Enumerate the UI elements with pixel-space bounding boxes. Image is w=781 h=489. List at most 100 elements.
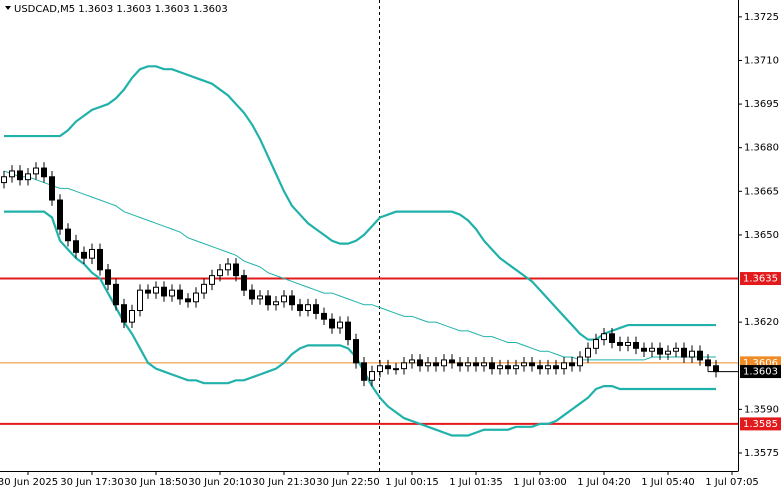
x-tick-label: 1 Jul 03:00	[513, 477, 567, 488]
candle-body	[233, 263, 239, 277]
x-tick-label: 30 Jun 2025	[0, 477, 58, 488]
y-tick-label: 1.3725	[744, 12, 779, 23]
candle-body	[425, 362, 431, 367]
candle-body	[145, 289, 151, 294]
candle-body	[569, 362, 575, 367]
candle-body	[321, 312, 327, 320]
candle-body	[241, 275, 247, 291]
candle-body	[97, 248, 103, 271]
candle-body	[609, 333, 615, 343]
candle-body	[65, 228, 71, 242]
candle-body	[105, 269, 111, 285]
candle-body	[657, 347, 663, 355]
y-tick-label: 1.3665	[744, 186, 779, 197]
candle-body	[625, 341, 631, 346]
x-tick-label: 30 Jun 20:10	[188, 477, 252, 488]
candle-body	[673, 347, 679, 352]
y-tick-label: 1.3650	[744, 230, 779, 241]
candle-body	[585, 347, 591, 358]
candle-body	[305, 304, 311, 312]
candle-body	[329, 318, 335, 329]
candle-body	[89, 248, 95, 259]
candle-body	[33, 167, 39, 175]
symbol-menu-icon[interactable]	[5, 6, 11, 10]
candle-body	[361, 362, 367, 381]
candle-body	[697, 350, 703, 361]
y-tick-label: 1.3710	[744, 55, 779, 66]
price-level-label: 1.3635	[743, 274, 778, 285]
candle-body	[265, 295, 271, 306]
candle-body	[377, 365, 383, 373]
candle-body	[185, 298, 191, 303]
candle-body	[401, 362, 407, 370]
candle-body	[217, 269, 223, 277]
candle-body	[577, 356, 583, 367]
candle-body	[553, 365, 559, 370]
x-tick-label: 30 Jun 17:30	[60, 477, 124, 488]
candle-body	[505, 365, 511, 370]
candle-body	[169, 289, 175, 297]
candle-body	[489, 362, 495, 370]
candle-body	[681, 347, 687, 358]
band-upper	[4, 65, 716, 341]
candle-body	[665, 350, 671, 355]
candle-body	[289, 295, 295, 306]
candle-body	[249, 289, 255, 300]
candle-body	[593, 339, 599, 349]
candle-body	[713, 365, 719, 373]
x-tick-label: 30 Jun 22:50	[316, 477, 380, 488]
candle-body	[481, 362, 487, 367]
x-tick-label: 1 Jul 04:20	[577, 477, 631, 488]
x-tick-label: 1 Jul 00:15	[385, 477, 439, 488]
candle-body	[25, 173, 31, 181]
candle-body	[177, 289, 183, 300]
candle-body	[153, 286, 159, 294]
candle-body	[225, 263, 231, 271]
candle-body	[337, 321, 343, 329]
y-tick-label: 1.3575	[744, 448, 779, 459]
x-tick-label: 30 Jun 21:30	[252, 477, 316, 488]
band-middle	[3, 170, 716, 361]
candle-body	[273, 301, 279, 306]
x-tick-label: 1 Jul 07:05	[705, 477, 759, 488]
candle-body	[257, 295, 263, 300]
candle-body	[393, 368, 399, 371]
candle-body	[521, 362, 527, 367]
candle-body	[17, 170, 23, 181]
candle-body	[313, 304, 319, 314]
y-tick-label: 1.3590	[744, 404, 779, 415]
candle-body	[601, 333, 607, 341]
candle-body	[513, 365, 519, 370]
candle-body	[417, 359, 423, 367]
candle-body	[457, 362, 463, 367]
candle-body	[465, 362, 471, 367]
price-level-label: 1.3585	[743, 419, 778, 430]
candle-body	[81, 251, 87, 259]
candle-body	[161, 286, 167, 297]
y-tick-label: 1.3680	[744, 143, 779, 154]
candle-body	[9, 170, 15, 178]
candle-body	[441, 359, 447, 367]
current-price-tag	[740, 365, 781, 379]
candle-body	[641, 347, 647, 352]
current-price-label: 1.3603	[743, 367, 778, 378]
price-level-tag	[740, 417, 781, 431]
x-tick-label: 30 Jun 18:50	[124, 477, 188, 488]
candle-body	[537, 365, 543, 370]
candle-body	[193, 292, 199, 303]
candle-body	[113, 283, 119, 306]
candle-body	[633, 341, 639, 349]
candle-body	[345, 321, 351, 341]
candle-body	[529, 362, 535, 367]
candle-body	[297, 304, 303, 312]
candle-body	[705, 359, 711, 367]
candle-body	[473, 362, 479, 367]
candle-body	[689, 350, 695, 358]
candle-body	[121, 304, 127, 323]
candle-body	[497, 365, 503, 370]
y-tick-label: 1.3620	[744, 317, 779, 328]
price-level-tag	[740, 272, 781, 286]
candle-body	[73, 240, 79, 253]
